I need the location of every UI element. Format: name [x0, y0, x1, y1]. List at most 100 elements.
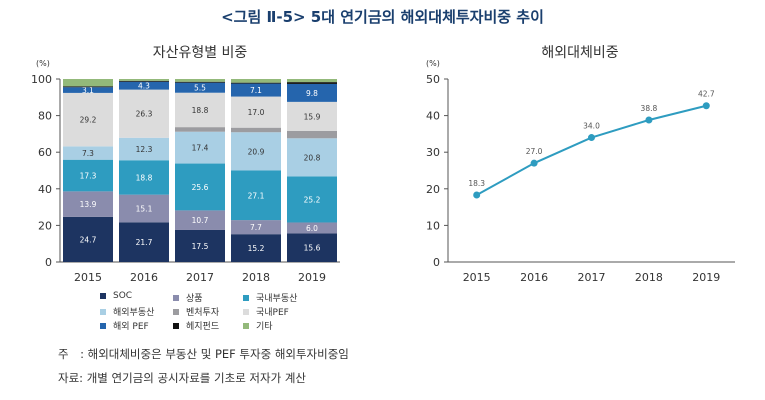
bar-data-label: 17.0: [248, 108, 265, 117]
bar-data-label: 15.2: [248, 244, 265, 253]
bar-segment: [287, 233, 337, 262]
legend-swatch: [100, 293, 106, 299]
legend-item: 해외 PEF: [100, 319, 149, 332]
bar-segment: [231, 127, 281, 133]
bar-segment: [287, 176, 337, 223]
bar-segment: [119, 194, 169, 223]
data-point: [530, 159, 538, 167]
y-tick-label: 10: [426, 219, 440, 232]
y-tick-label: 40: [426, 110, 440, 123]
bar-data-label: 17.3: [80, 172, 97, 181]
legend-swatch: [173, 294, 179, 301]
y-tick-label: 60: [38, 146, 52, 159]
legend-label: 벤처투자: [186, 308, 220, 318]
bar-segment: [63, 86, 113, 88]
bar-segment: [231, 220, 281, 235]
bar-data-label: 12.3: [136, 145, 153, 154]
line-chart: (%) 0 10 20 30 40 50 18.3 2015 27.0 2016 34.0 2017 38…: [426, 59, 735, 284]
bar-segment: [231, 79, 281, 83]
line-chart-title: 해외대체비중: [541, 45, 619, 61]
bar-segment: [231, 170, 281, 221]
bar-segment: [287, 83, 337, 102]
bar-segment: [287, 222, 337, 234]
bar-data-label: 7.1: [250, 86, 262, 95]
bar-chart-title: 자산유형별 비중: [152, 45, 248, 61]
series-line: [476, 104, 707, 196]
legend-label: 상품: [186, 294, 203, 304]
bar-data-label: 27.1: [248, 191, 265, 200]
bar-segment: [63, 92, 113, 147]
legend-label: 해외 PEF: [113, 322, 149, 332]
y-tick-label: 30: [426, 146, 440, 159]
bar-segment: [175, 127, 225, 132]
y-tick-label: 20: [38, 219, 52, 232]
bar-data-label: 3.1: [82, 86, 94, 95]
bar-data-label: 18.8: [136, 173, 153, 182]
bar-segment: [119, 222, 169, 262]
bar-segment: [287, 130, 337, 139]
bar-data-label: 15.6: [304, 244, 321, 253]
bar-segment: [175, 92, 225, 128]
bar-data-label: 9.8: [306, 89, 318, 98]
bar-data-label: 4.3: [138, 82, 150, 91]
x-tick-label: 2016: [130, 271, 158, 284]
legend-label: 국내부동산: [256, 294, 298, 304]
y-tick-label: 0: [45, 256, 52, 269]
bar-data-label: 15.1: [136, 204, 153, 213]
bar-data-label: 13.9: [80, 200, 97, 209]
legend-item: 국내PEF: [243, 305, 289, 318]
legend-swatch: [243, 322, 249, 329]
bar-segment: [231, 96, 281, 128]
bar-data-label: 20.8: [304, 153, 321, 162]
bar-segment: [175, 81, 225, 83]
bar-segment: [287, 138, 337, 177]
bar-data-label: 7.7: [250, 223, 262, 232]
bar-segment: [175, 79, 225, 82]
legend-swatch: [173, 322, 179, 329]
bar-segment: [119, 137, 169, 161]
y-tick-label: 40: [38, 183, 52, 196]
x-tick-label: 2015: [74, 271, 102, 284]
y-tick-label: 100: [31, 73, 52, 86]
bar-segment: [175, 210, 225, 230]
bar-segment: [63, 191, 113, 217]
x-tick-label: 2018: [242, 271, 270, 284]
legend-label: SOC: [113, 291, 133, 301]
legend-swatch: [100, 322, 106, 329]
y-tick-label: 20: [426, 183, 440, 196]
legend-swatch: [173, 308, 179, 315]
legend-item: 벤처투자: [173, 305, 219, 318]
point-data-label: 18.3: [468, 179, 485, 188]
data-point: [702, 102, 710, 110]
bar-data-label: 10.7: [192, 216, 209, 225]
point-data-label: 38.8: [641, 104, 658, 113]
legend-item: 국내부동산: [243, 291, 297, 304]
y-tick-label: 50: [426, 73, 440, 86]
y-tick-label: 80: [38, 110, 52, 123]
x-tick-label: 2019: [692, 271, 720, 284]
legend-label: 해외부동산: [113, 308, 155, 318]
x-tick-label: 2016: [520, 271, 548, 284]
bar-data-label: 6.0: [306, 224, 318, 233]
bar-segment: [175, 229, 225, 262]
bar-segment: [63, 87, 113, 93]
bar-segment: [119, 81, 169, 90]
bar-data-label: 20.9: [248, 147, 265, 156]
figure-title: <그림 Ⅱ-5> 5대 연기금의 해외대체투자비중 추이: [221, 8, 544, 26]
x-tick-label: 2017: [578, 271, 606, 284]
bar-segment: [119, 89, 169, 138]
data-point: [645, 116, 653, 124]
legend-item: SOC: [100, 291, 132, 301]
legend-swatch: [100, 308, 106, 315]
bar-data-label: 17.4: [192, 144, 209, 153]
x-tick-label: 2018: [635, 271, 663, 284]
y-unit-label: (%): [426, 59, 440, 68]
legend-item: 상품: [173, 291, 203, 304]
bar-segment: [231, 234, 281, 262]
legend-label: 기타: [256, 322, 273, 332]
x-tick-label: 2019: [298, 271, 326, 284]
point-data-label: 34.0: [583, 122, 600, 131]
bar-segment: [175, 82, 225, 93]
bar-segment: [63, 159, 113, 192]
data-point: [588, 134, 595, 142]
